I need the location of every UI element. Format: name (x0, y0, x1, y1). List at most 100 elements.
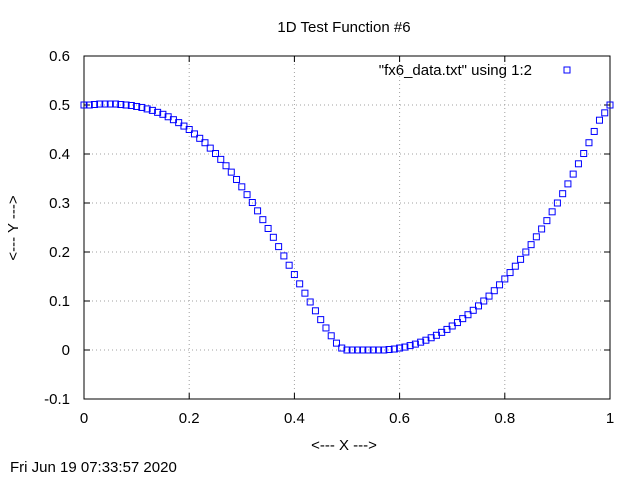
data-point (85, 101, 93, 109)
data-point (354, 346, 362, 354)
data-point (148, 106, 156, 114)
data-point (206, 144, 214, 152)
data-point (285, 261, 293, 269)
data-point (490, 287, 498, 295)
data-point (364, 346, 372, 354)
data-point (159, 110, 167, 118)
data-point (396, 344, 404, 352)
data-point (196, 134, 204, 142)
x-tick-label: 1 (606, 410, 614, 427)
data-point (359, 346, 367, 354)
data-point (517, 255, 525, 263)
data-point (275, 243, 283, 251)
data-point (385, 346, 393, 354)
data-point (306, 298, 314, 306)
y-tick-label: 0.2 (49, 244, 70, 261)
data-point (496, 281, 504, 289)
data-point (527, 241, 535, 249)
y-tick-label: 0.4 (49, 146, 70, 163)
x-tick-label: 0 (80, 410, 88, 427)
data-point (280, 252, 288, 260)
y-tick-label: 0.5 (49, 97, 70, 114)
data-point (453, 319, 461, 327)
data-point (317, 316, 325, 324)
data-point (401, 343, 409, 351)
data-point (259, 216, 267, 224)
data-point (601, 109, 609, 117)
data-point (585, 139, 593, 147)
data-point (201, 139, 209, 147)
x-tick-label: 0.2 (179, 410, 200, 427)
data-point (112, 100, 120, 108)
data-point (233, 175, 241, 183)
data-point (580, 150, 588, 158)
data-point (569, 170, 577, 178)
data-point (227, 168, 235, 176)
y-axis-label: <--- Y ---> (5, 195, 22, 261)
data-point (475, 302, 482, 310)
x-tick-label: 0.4 (284, 410, 305, 427)
data-point (290, 271, 298, 279)
data-point (106, 100, 114, 108)
y-tick-label: 0 (62, 342, 70, 359)
data-point (143, 105, 151, 113)
data-point (485, 292, 493, 300)
data-point (185, 126, 193, 133)
data-point (564, 180, 572, 188)
data-point (422, 336, 430, 344)
y-tick-label: -0.1 (44, 391, 70, 408)
data-point (117, 101, 125, 109)
data-point (406, 342, 414, 350)
y-tick-label: 0.6 (49, 48, 70, 65)
data-point (133, 102, 141, 110)
chart: 0 0.2 0.4 0.6 0.8 1 -0.1 0 0.1 0.2 0.3 0.4 0.5 0.6 1D… (5, 19, 614, 454)
data-point (538, 225, 546, 233)
data-point (522, 248, 530, 256)
x-tick-label: 0.8 (494, 410, 515, 427)
chart-title: 1D Test Function #6 (277, 19, 410, 36)
data-point (80, 101, 88, 109)
data-point (595, 116, 603, 124)
data-point (459, 315, 467, 323)
data-point (101, 100, 109, 108)
data-point (338, 344, 346, 352)
data-point (254, 207, 262, 215)
data-point (327, 332, 335, 340)
data-point (511, 262, 519, 270)
data-point (501, 275, 509, 283)
data-point (375, 346, 383, 354)
data-point (348, 346, 356, 354)
data-point (343, 346, 351, 354)
data-point (222, 162, 230, 170)
data-point (248, 199, 256, 207)
data-point (411, 340, 419, 348)
data-point (190, 130, 198, 138)
data-point (553, 199, 561, 207)
data-point (390, 345, 398, 353)
data-point (543, 217, 551, 225)
data-point (369, 346, 377, 354)
x-axis-label: <--- X ---> (311, 437, 377, 454)
legend: "fx6_data.txt" using 1:2 (379, 62, 571, 79)
data-point (506, 269, 514, 277)
plot-frame (83, 55, 611, 400)
data-point (212, 150, 219, 158)
data-point (469, 306, 477, 314)
data-point (154, 108, 162, 116)
data-point (590, 127, 598, 135)
data-point (138, 103, 146, 111)
grid (84, 56, 610, 399)
data-point (296, 280, 304, 288)
y-tick-label: 0.1 (49, 293, 70, 310)
data-point (332, 339, 340, 347)
data-point (417, 338, 425, 346)
data-point (96, 100, 104, 108)
data-point (217, 155, 225, 163)
y-tick-label: 0.3 (49, 195, 70, 212)
data-point (269, 233, 277, 241)
legend-label: "fx6_data.txt" using 1:2 (379, 62, 532, 79)
data-point (311, 307, 319, 315)
data-point (264, 224, 272, 232)
data-point (548, 208, 556, 216)
data-point (243, 191, 251, 199)
